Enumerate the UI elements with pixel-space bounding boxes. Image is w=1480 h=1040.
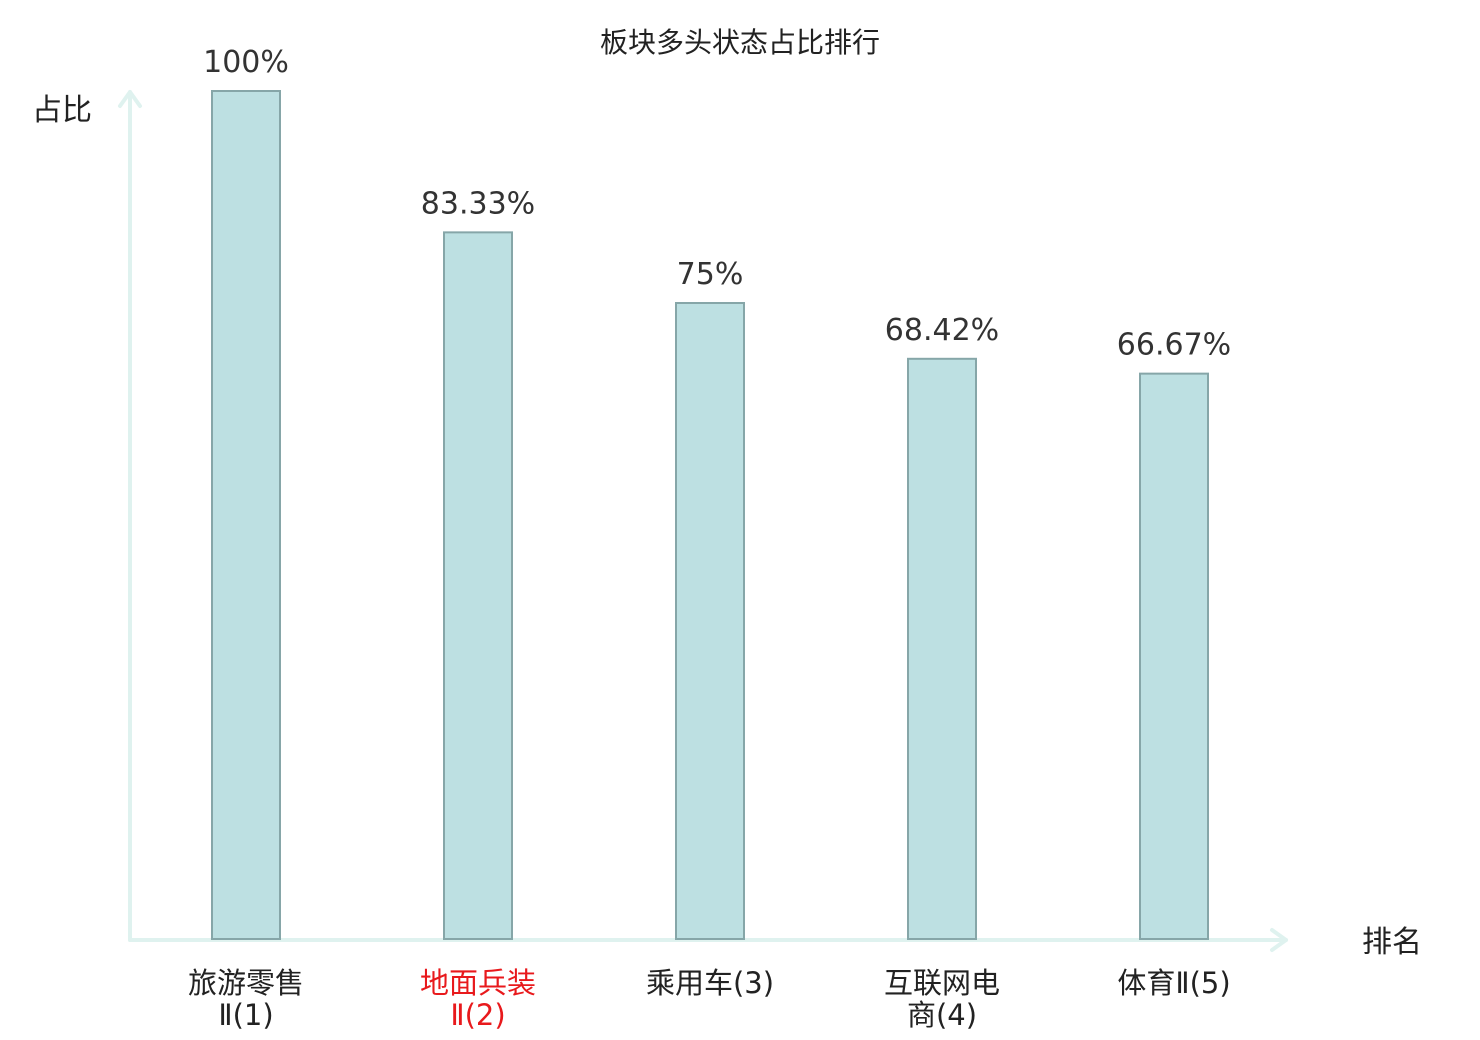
category-tick-label-line: 互联网电: [884, 966, 1000, 1000]
category-tick-label: 体育Ⅱ(5): [1117, 966, 1230, 1000]
bar-value-label: 100%: [203, 45, 289, 80]
bar-value-label: 66.67%: [1117, 328, 1231, 363]
bar-value-label: 75%: [677, 257, 744, 292]
bar-value-label: 68.42%: [885, 313, 999, 348]
bar: [907, 357, 977, 940]
category-tick-label-line: 旅游零售: [188, 966, 304, 1000]
category-tick-label: 旅游零售 Ⅱ(1): [188, 966, 304, 1032]
category-tick-label-line: 乘用车(3): [646, 966, 774, 1000]
y-axis-arrow: [118, 90, 142, 108]
bar: [675, 302, 745, 940]
bar: [443, 231, 513, 941]
category-tick-label: 乘用车(3): [646, 966, 774, 1000]
bar: [1139, 372, 1209, 940]
bar-value-label: 83.33%: [421, 186, 535, 221]
category-tick-label-line: 地面兵装: [420, 966, 536, 1000]
category-tick-label-line: Ⅱ(2): [450, 998, 505, 1032]
bar: [211, 90, 281, 940]
category-tick-label: 互联网电商(4): [884, 966, 1000, 1032]
x-axis-label: 排名: [1362, 925, 1422, 960]
category-tick-label-line: Ⅱ(1): [218, 998, 273, 1032]
category-tick-label-line: 体育Ⅱ(5): [1117, 966, 1230, 1000]
category-tick-label-line: 商(4): [907, 998, 977, 1032]
bar-series: 100% 旅游零售 Ⅱ(1) 83.33% 地面兵装 Ⅱ(2) 75% 乘用车(3) 68.42…: [188, 45, 1231, 1032]
chart-title: 板块多头状态占比排行: [600, 26, 880, 59]
x-axis-arrow: [1270, 928, 1288, 952]
category-tick-label: 地面兵装 Ⅱ(2): [420, 966, 536, 1032]
y-axis-label: 占比: [32, 93, 92, 128]
